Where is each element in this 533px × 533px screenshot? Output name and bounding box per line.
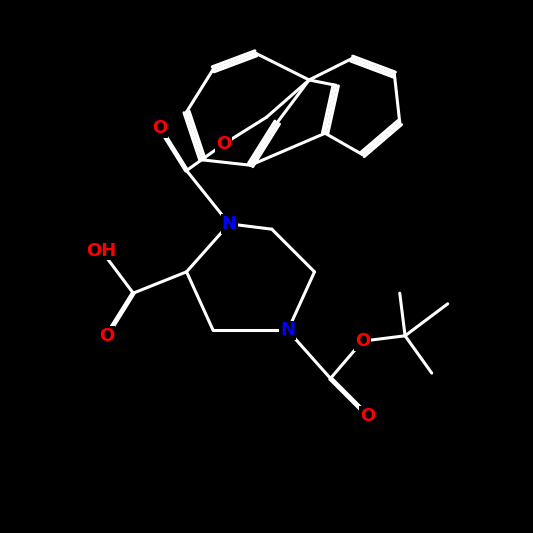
Text: N: N bbox=[280, 321, 295, 340]
Text: O: O bbox=[216, 135, 231, 153]
Text: O: O bbox=[99, 327, 114, 345]
Text: O: O bbox=[152, 119, 167, 137]
Text: O: O bbox=[355, 332, 370, 350]
Text: O: O bbox=[360, 407, 375, 425]
Text: OH: OH bbox=[86, 241, 116, 260]
Text: N: N bbox=[222, 215, 237, 233]
